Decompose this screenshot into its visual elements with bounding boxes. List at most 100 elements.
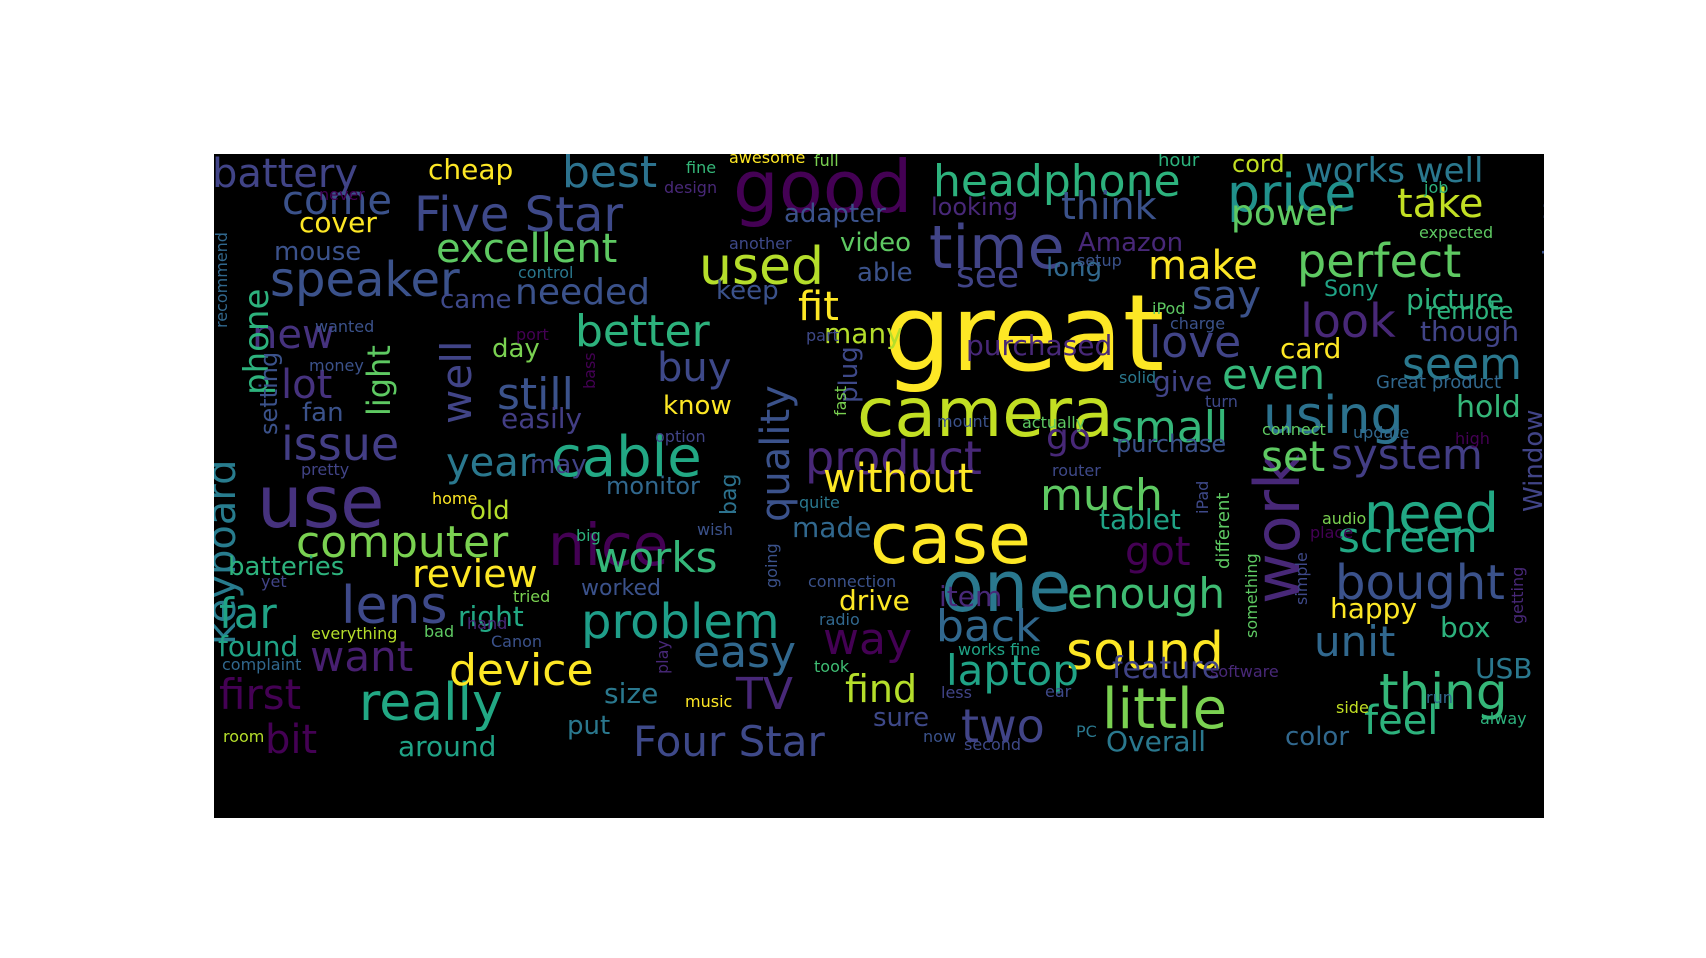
word-easily: easily [501, 402, 583, 435]
word-enough: enough [1067, 569, 1226, 618]
word-works-fine: works fine [958, 640, 1041, 659]
word-hand: hand [467, 614, 508, 633]
word-far: far [219, 589, 277, 638]
word-way: way [823, 614, 912, 665]
word-works: works [594, 533, 718, 582]
word-sound: sound [1066, 622, 1224, 682]
word-though: though [1420, 315, 1520, 348]
word-needed: needed [515, 272, 650, 313]
word-sony: Sony [1324, 277, 1379, 302]
word-lot: lot [281, 362, 333, 408]
word-place: place [1310, 523, 1354, 542]
word-charge: charge [1170, 314, 1226, 333]
word-best: best [562, 154, 658, 198]
word-second: second [964, 735, 1022, 754]
word-speaker: speaker [270, 252, 460, 308]
word-case: case [870, 498, 1031, 580]
word-awesome: awesome [729, 154, 806, 167]
word-run: run [1426, 688, 1453, 707]
word-quite: quite [799, 493, 840, 512]
word-adapter: adapter [784, 199, 886, 229]
word-say: say [1192, 273, 1262, 319]
word-job: job [1424, 178, 1449, 197]
word-computer: computer [296, 517, 509, 568]
word-much: much [1040, 470, 1163, 521]
word-tried: tried [513, 587, 551, 606]
word-hold: hold [1456, 390, 1521, 425]
word-cloud: great camera case one good use work time price ni… [214, 154, 1544, 818]
word-give: give [1153, 365, 1213, 398]
word-option: option [655, 427, 706, 446]
word-find: find [845, 667, 918, 711]
word-color: color [1285, 722, 1350, 752]
word-feel: feel [1364, 698, 1439, 744]
word-never: never [319, 185, 365, 204]
word-came: came [440, 285, 512, 315]
word-bit: bit [265, 717, 318, 763]
word-laptop: laptop [946, 646, 1079, 695]
word-solid: solid [1119, 368, 1157, 387]
word-usb: USB [1475, 652, 1533, 685]
word-excellent: excellent [436, 226, 618, 272]
word-four-star: Four Star [633, 717, 825, 766]
word-worked: worked [581, 576, 661, 601]
word-bought: bought [1335, 555, 1505, 611]
word-purchase: purchase [1116, 430, 1227, 458]
word-ear: ear [1045, 682, 1072, 701]
word-radio: radio [819, 610, 860, 629]
word-fine: fine [686, 158, 717, 177]
word-see: see [956, 255, 1020, 296]
word-batteries: batteries [228, 552, 345, 582]
word-took: took [814, 657, 850, 676]
word-old: old [470, 496, 510, 526]
word-fan: fan [302, 398, 344, 428]
word-room: room [223, 727, 265, 746]
word-make: make [1148, 243, 1258, 289]
word-used: used [699, 237, 825, 297]
word-year: year [446, 440, 536, 486]
word-now: now [923, 727, 957, 746]
word-overall: Overall [1106, 725, 1207, 758]
word-bad: bad [424, 622, 455, 641]
word-seem: seem [1402, 339, 1522, 390]
word-ipod: iPod [1152, 299, 1186, 318]
word-setting: setting [255, 351, 283, 435]
word-feature: feature [1112, 651, 1221, 686]
word-use: use [257, 460, 385, 544]
word-great-product: Great product [1376, 372, 1502, 393]
word-come: come [282, 178, 393, 224]
word-ipad: iPad [1193, 480, 1212, 514]
word-connect: connect [1262, 420, 1326, 439]
word-monitor: monitor [606, 472, 700, 500]
word-one: one [941, 546, 1072, 628]
word-got: got [1125, 529, 1191, 575]
word-getting: getting [1508, 566, 1527, 624]
word-tv: TV [736, 669, 793, 720]
word-yet: yet [261, 572, 287, 591]
word-mount: mount [937, 412, 989, 431]
word-router: router [1052, 461, 1101, 480]
word-amazon: Amazon [1078, 228, 1184, 258]
word-something: something [1242, 553, 1261, 638]
word-design: design [664, 178, 718, 197]
word-system: system [1331, 430, 1483, 479]
word-long: long [1046, 253, 1103, 283]
word-item: item [939, 580, 1003, 613]
word-turn: turn [1205, 392, 1238, 411]
word-know: know [663, 391, 732, 421]
word-going: going [762, 543, 781, 588]
word-able: able [857, 258, 913, 288]
word-five-star: Five Star [414, 187, 624, 243]
word-mouse: mouse [274, 237, 362, 267]
word-may: may [530, 450, 587, 480]
word-music: music [685, 692, 733, 711]
word-drive: drive [839, 584, 910, 617]
word-good: good [733, 154, 913, 229]
word-issue: issue [281, 417, 400, 471]
word-control: control [518, 263, 574, 282]
word-setup: setup [1077, 251, 1122, 270]
word-lens: lens [341, 576, 448, 636]
word-really: really [359, 673, 503, 733]
word-back: back [936, 601, 1041, 652]
word-connection: connection [808, 572, 897, 591]
